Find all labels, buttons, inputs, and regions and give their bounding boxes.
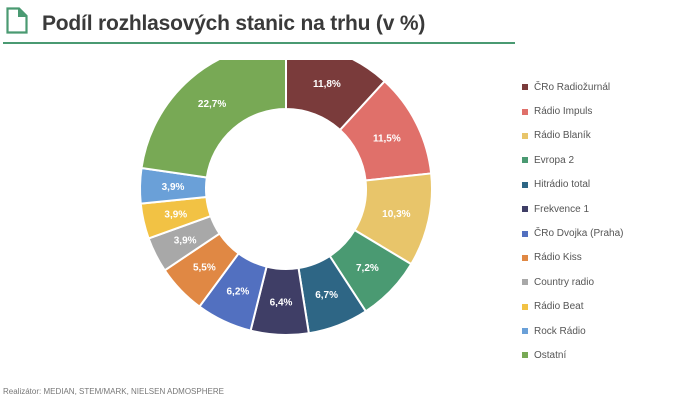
legend-label: Rádio Kiss — [534, 252, 582, 264]
slice-value-label: 10,3% — [382, 209, 410, 220]
legend-swatch — [522, 303, 528, 310]
legend-item: Rádio Blaník — [522, 124, 672, 148]
legend-item: ČRo Dvojka (Praha) — [522, 221, 672, 245]
slice-value-label: 22,7% — [198, 99, 226, 110]
legend-item: Rock Rádio — [522, 319, 672, 343]
legend-swatch — [522, 328, 528, 335]
legend-swatch — [522, 352, 528, 359]
legend-item: Rádio Impuls — [522, 99, 672, 123]
legend-item: Hitrádio total — [522, 173, 672, 197]
legend-swatch — [522, 157, 528, 164]
legend-swatch — [522, 230, 528, 237]
legend-swatch — [522, 279, 528, 286]
legend-item: Country radio — [522, 270, 672, 294]
legend-item: ČRo Radiožurnál — [522, 75, 672, 99]
legend-swatch — [522, 254, 528, 261]
legend-swatch — [522, 84, 528, 91]
legend-label: Country radio — [534, 276, 595, 288]
slice-value-label: 11,5% — [373, 134, 401, 145]
slice-value-label: 3,9% — [162, 182, 185, 193]
slice-value-label: 3,9% — [174, 235, 197, 246]
slice-value-label: 6,4% — [270, 297, 293, 308]
legend-label: ČRo Dvojka (Praha) — [534, 228, 624, 240]
legend-swatch — [522, 206, 528, 213]
legend-label: Rádio Blaník — [534, 130, 591, 142]
slice-value-label: 11,8% — [313, 79, 341, 90]
legend-label: Ostatní — [534, 349, 567, 361]
legend-label: Evropa 2 — [534, 154, 575, 166]
legend-label: Hitrádio total — [534, 179, 591, 191]
slice-value-label: 7,2% — [356, 263, 379, 274]
legend-item: Evropa 2 — [522, 148, 672, 172]
source-footnote: Realizátor: MEDIAN, STEM/MARK, NIELSEN A… — [3, 387, 224, 396]
legend-swatch — [522, 108, 528, 115]
slice-value-label: 6,2% — [226, 287, 249, 298]
legend-item: Rádio Beat — [522, 295, 672, 319]
legend-label: Rock Rádio — [534, 325, 586, 337]
legend-label: Rádio Beat — [534, 301, 584, 313]
slice-value-label: 3,9% — [164, 209, 187, 220]
donut-slice — [140, 60, 287, 179]
page-title: Podíl rozhlasových stanic na trhu (v %) — [42, 12, 426, 35]
legend-label: Frekvence 1 — [534, 203, 590, 215]
legend-item: Rádio Kiss — [522, 246, 672, 270]
legend-label: ČRo Radiožurnál — [534, 81, 611, 93]
chart-legend: ČRo Radiožurnál Rádio Impuls Rádio Blaník E… — [522, 75, 672, 368]
title-divider — [3, 42, 515, 44]
slice-value-label: 6,7% — [315, 290, 338, 301]
legend-label: Rádio Impuls — [534, 106, 593, 118]
legend-swatch — [522, 132, 528, 139]
document-icon — [6, 7, 28, 34]
legend-item: Frekvence 1 — [522, 197, 672, 221]
slice-value-label: 5,5% — [193, 263, 216, 274]
legend-swatch — [522, 181, 528, 188]
legend-item: Ostatní — [522, 343, 672, 367]
doughnut-chart: 11,8% 11,5% 10,3% 7,2% 6,7% 6,4% 6,2% 5,5% 3,9% 3… — [139, 60, 433, 336]
